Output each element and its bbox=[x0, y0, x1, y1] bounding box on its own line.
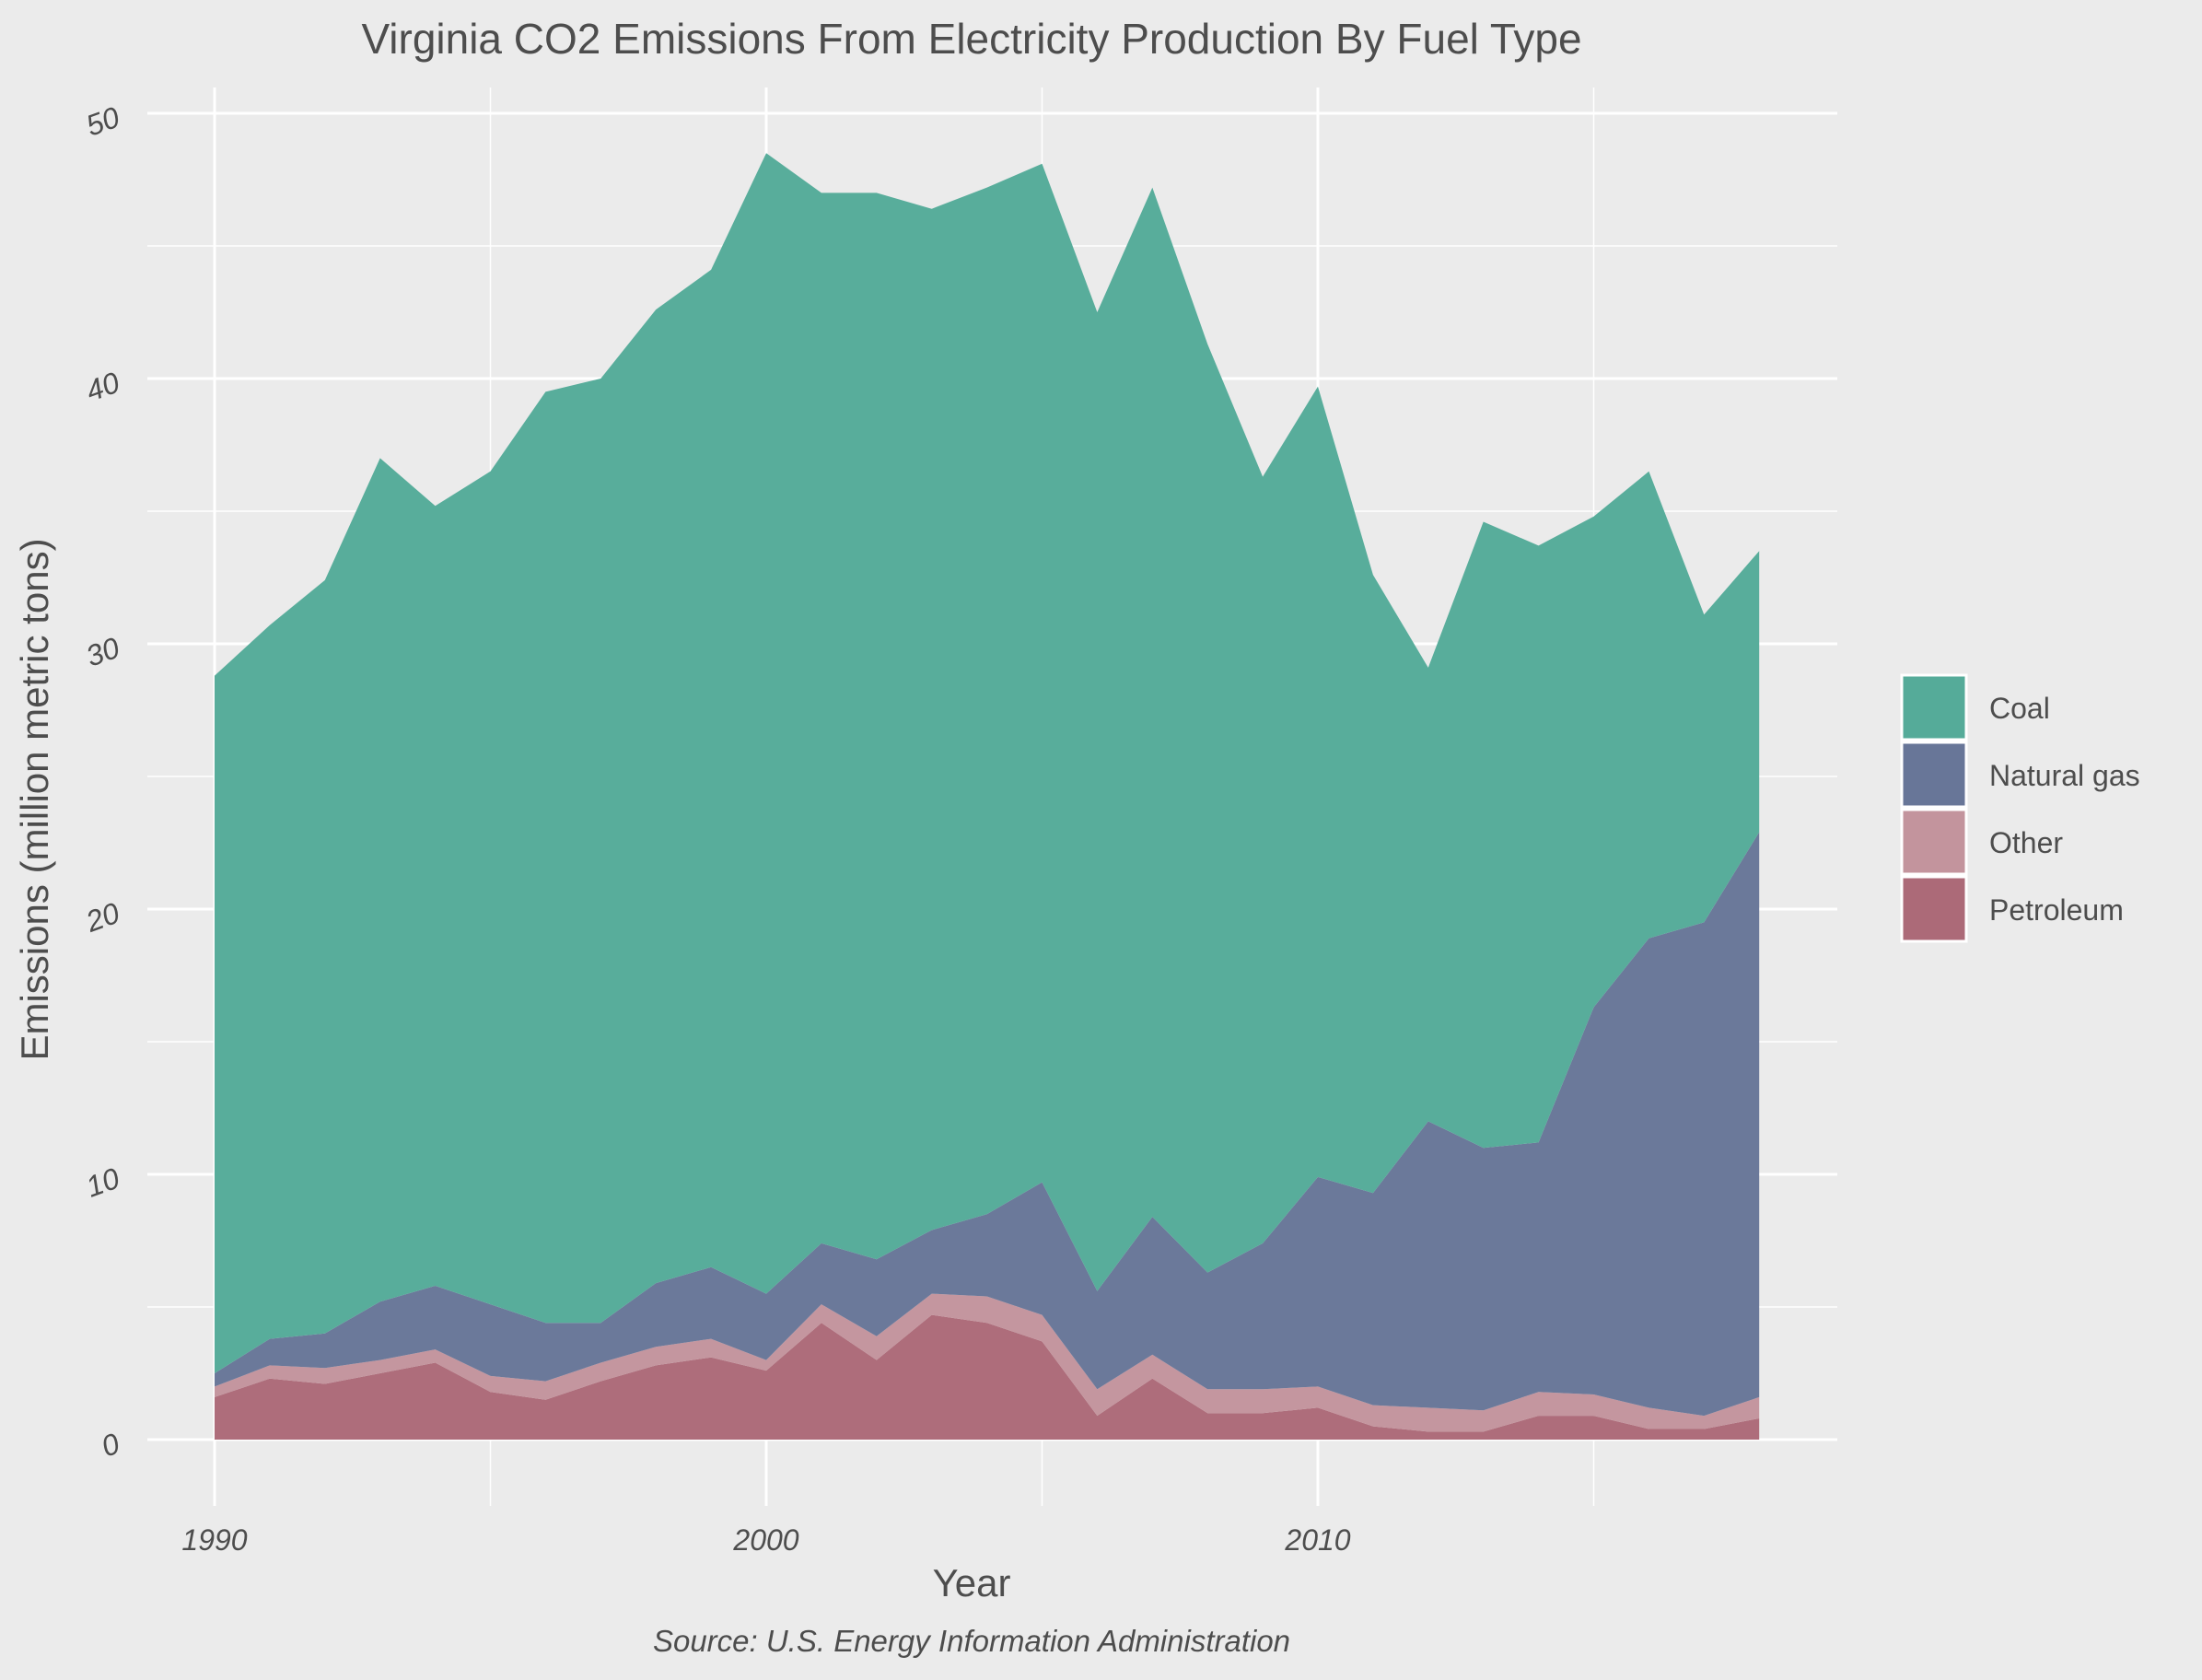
legend-key-petroleum bbox=[1900, 875, 1968, 943]
legend-label-natural-gas: Natural gas bbox=[1989, 759, 2140, 792]
chart-title: Virginia CO2 Emissions From Electricity … bbox=[361, 15, 1581, 63]
chart-caption: Source: U.S. Energy Information Administ… bbox=[653, 1624, 1290, 1658]
legend-key-other bbox=[1900, 808, 1968, 876]
legend-label-petroleum: Petroleum bbox=[1989, 893, 2124, 927]
area-natural-gas bbox=[215, 832, 1760, 1417]
legend: Coal Natural gas Other Petroleum bbox=[1900, 673, 2140, 943]
x-tick-label: 2000 bbox=[732, 1523, 798, 1557]
legend-label-coal: Coal bbox=[1989, 692, 2050, 725]
legend-key-natural-gas bbox=[1900, 741, 1968, 809]
y-axis-title: Emissions (million metric tons) bbox=[13, 538, 56, 1060]
area-other bbox=[215, 1293, 1760, 1432]
x-tick-labels: 1990 2000 2010 bbox=[181, 1523, 1350, 1557]
area-petroleum bbox=[215, 1314, 1760, 1440]
stacked-areas bbox=[215, 153, 1760, 1440]
legend-label-other: Other bbox=[1989, 826, 2063, 859]
x-tick-label: 1990 bbox=[181, 1523, 247, 1557]
legend-key-coal bbox=[1900, 673, 1968, 741]
x-axis-title: Year bbox=[933, 1561, 1011, 1604]
x-tick-label: 2010 bbox=[1284, 1523, 1350, 1557]
area-coal bbox=[215, 153, 1760, 1374]
